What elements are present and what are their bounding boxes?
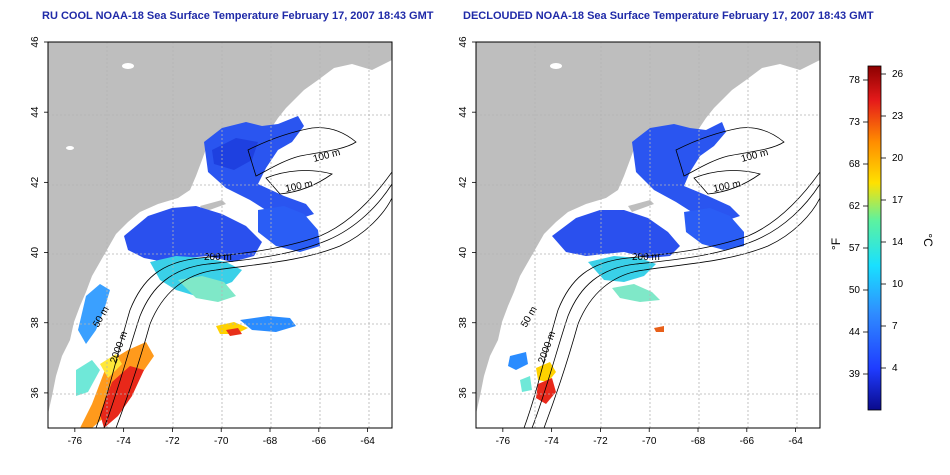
left-sst-gulf-stream-core <box>100 366 144 428</box>
right-y-tick-label: 44 <box>458 106 469 118</box>
left-x-tick-label: -64 <box>360 436 375 447</box>
right-x-tick-label: -66 <box>740 436 755 447</box>
colorbar-f-tick-label: 50 <box>849 285 861 296</box>
colorbar-c-tick-label: 7 <box>892 321 898 332</box>
colorbar-f-tick-label: 78 <box>849 75 861 86</box>
colorbar-celsius-label: °C <box>921 233 935 247</box>
colorbar-gradient <box>867 65 882 411</box>
left-x-tick-label: -72 <box>165 436 180 447</box>
left-isobaths <box>95 127 392 428</box>
right-lake <box>550 63 562 69</box>
colorbar-fahrenheit-label: °F <box>829 238 843 250</box>
right-gridlines <box>476 42 820 428</box>
right-sst-south-shelf <box>520 376 532 392</box>
right-x-tick-label: -72 <box>593 436 608 447</box>
right-sst-warm-patch <box>654 326 664 332</box>
left-sst-slope-warm <box>178 276 236 302</box>
right-x-tick-label: -70 <box>642 436 657 447</box>
right-sst-slope-warm <box>612 284 660 302</box>
colorbar-c-tick-label: 4 <box>892 363 898 374</box>
left-isobath-label: 200 m <box>204 252 232 263</box>
colorbar-c-tick-label: 14 <box>892 237 904 248</box>
colorbar-c-tick-label: 23 <box>892 111 904 122</box>
left-map-panel: 100 m 100 m 200 m 50 m 2000 m <box>47 41 393 429</box>
right-sst-cold-north <box>632 122 740 222</box>
right-x-tick-label: -76 <box>496 436 511 447</box>
left-sst-cold-shelf <box>124 206 262 262</box>
right-map-panel: 100 m 100 m 200 m 50 m 2000 m <box>475 41 821 429</box>
left-x-tick-label: -70 <box>214 436 229 447</box>
left-sst-cold-bank <box>258 206 320 252</box>
right-long-island <box>628 200 654 212</box>
left-y-tick-label: 44 <box>30 106 41 118</box>
colorbar-c-tick-label: 20 <box>892 153 904 164</box>
right-x-tick-label: -68 <box>691 436 706 447</box>
right-sst-nearshore <box>508 352 528 370</box>
right-y-tick-label: 42 <box>458 176 469 188</box>
left-land-mass <box>48 42 392 414</box>
left-sst-nearshore <box>78 284 110 344</box>
right-land-mass <box>476 42 820 414</box>
left-sst-hot-patch <box>226 328 242 336</box>
left-y-tick-label: 40 <box>30 247 41 259</box>
left-lake <box>66 146 74 150</box>
right-x-tick-label: -74 <box>544 436 559 447</box>
left-y-tick-label: 38 <box>30 317 41 329</box>
left-x-tick-label: -66 <box>312 436 327 447</box>
colorbar: 78 26 73 23 68 20 62 17 57 14 50 10 44 7 39 4 °F °C <box>829 65 935 411</box>
colorbar-ticks: 78 26 73 23 68 20 62 17 57 14 50 10 44 7 39 4 <box>849 69 904 380</box>
right-map-frame <box>475 41 821 429</box>
colorbar-c-tick-label: 10 <box>892 279 904 290</box>
right-sst-cold-shelf <box>552 210 680 258</box>
left-panel-title: RU COOL NOAA-18 Sea Surface Temperature … <box>42 10 434 22</box>
colorbar-f-tick-label: 68 <box>849 159 861 170</box>
left-x-tick-label: -74 <box>116 436 131 447</box>
left-long-island <box>200 200 226 212</box>
right-axes: -76 -74 -72 -70 -68 -66 -64 46 44 42 40 38 36 <box>458 36 803 447</box>
left-x-tick-label: -68 <box>263 436 278 447</box>
colorbar-c-tick-label: 17 <box>892 195 904 206</box>
colorbar-c-tick-label: 26 <box>892 69 904 80</box>
left-sst-south-shelf <box>76 360 100 396</box>
right-y-tick-label: 46 <box>458 36 469 48</box>
left-y-tick-label: 46 <box>30 36 41 48</box>
left-lake <box>122 63 134 69</box>
colorbar-f-tick-label: 39 <box>849 369 861 380</box>
colorbar-f-tick-label: 73 <box>849 117 861 128</box>
right-panel-title: DECLOUDED NOAA-18 Sea Surface Temperatur… <box>463 10 874 22</box>
colorbar-f-tick-label: 62 <box>849 201 861 212</box>
right-isobath-label: 200 m <box>632 252 660 263</box>
left-map-frame <box>47 41 393 429</box>
left-axes: -76 -74 -72 -70 -68 -66 -64 46 44 42 40 38 36 <box>30 36 375 447</box>
colorbar-f-tick-label: 57 <box>849 243 861 254</box>
left-y-tick-label: 36 <box>30 387 41 399</box>
right-y-tick-label: 36 <box>458 387 469 399</box>
left-x-tick-label: -76 <box>68 436 83 447</box>
right-x-tick-label: -64 <box>788 436 803 447</box>
left-sst-cold-north2 <box>212 138 258 170</box>
right-isobaths <box>523 127 820 428</box>
right-y-tick-label: 40 <box>458 247 469 259</box>
colorbar-f-tick-label: 44 <box>849 327 861 338</box>
left-y-tick-label: 42 <box>30 176 41 188</box>
right-sst-gulf-stream-core <box>536 378 556 404</box>
left-gridlines <box>48 42 392 428</box>
right-y-tick-label: 38 <box>458 317 469 329</box>
right-sst-gulf-stream-edge <box>536 362 556 382</box>
